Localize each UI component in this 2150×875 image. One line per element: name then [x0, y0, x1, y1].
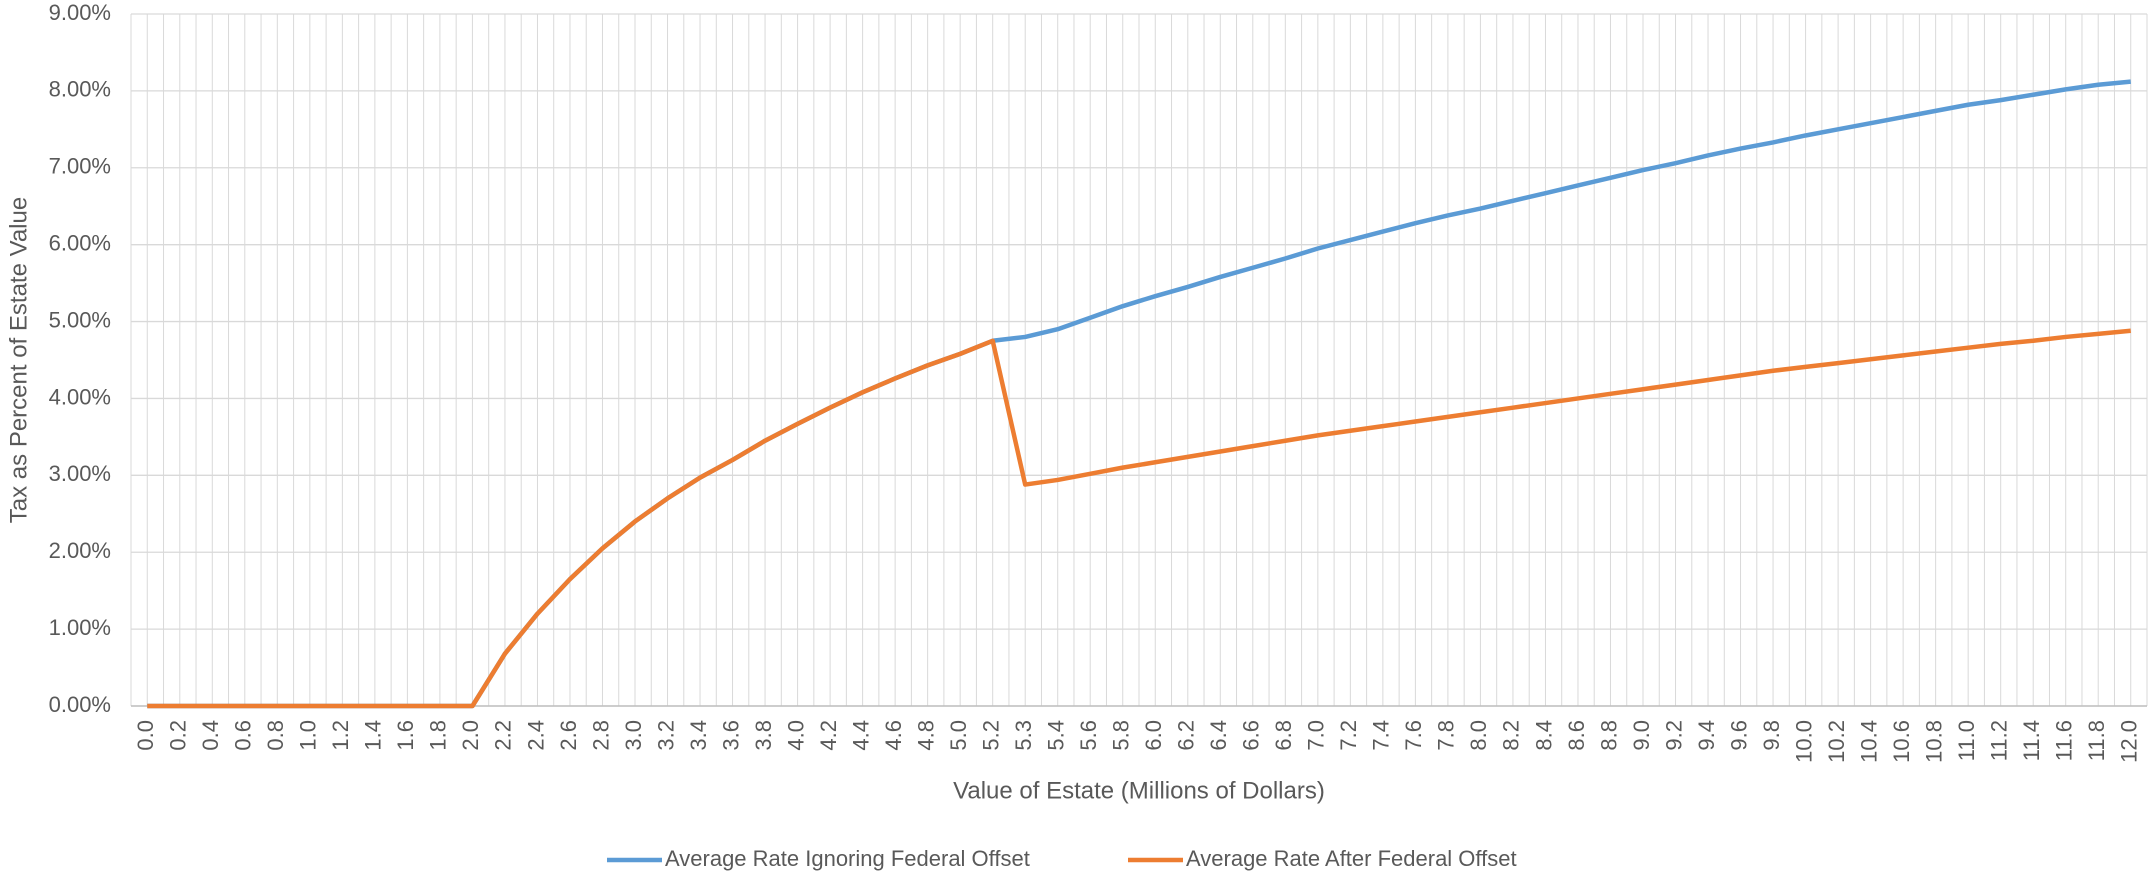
x-tick-label: 1.2 — [328, 720, 353, 751]
x-tick-label: 8.8 — [1596, 720, 1621, 751]
y-tick-label: 9.00% — [49, 0, 111, 25]
x-tick-label: 6.4 — [1206, 720, 1231, 751]
x-tick-label: 11.4 — [2019, 720, 2044, 761]
x-tick-label: 10.8 — [1921, 720, 1946, 763]
y-tick-label: 1.00% — [49, 615, 111, 640]
x-tick-label: 5.4 — [1044, 720, 1069, 751]
x-tick-label: 9.0 — [1629, 720, 1654, 751]
y-tick-label: 8.00% — [49, 77, 111, 102]
x-tick-label: 8.4 — [1531, 720, 1556, 751]
legend-text: Average Rate Ignoring Federal Offset — [665, 846, 1030, 871]
x-tick-label: 10.2 — [1824, 720, 1849, 763]
x-tick-label: 8.6 — [1564, 720, 1589, 751]
x-tick-label: 0.6 — [231, 720, 256, 751]
x-tick-label: 0.0 — [133, 720, 158, 751]
x-tick-label: 1.4 — [361, 720, 386, 751]
x-tick-label: 9.8 — [1759, 720, 1784, 751]
x-tick-label: 4.0 — [783, 720, 808, 751]
x-tick-label: 11.2 — [1986, 720, 2011, 761]
x-tick-label: 5.0 — [946, 720, 971, 751]
y-tick-label: 6.00% — [49, 230, 111, 255]
x-tick-label: 3.8 — [751, 720, 776, 751]
y-tick-label: 5.00% — [49, 307, 111, 332]
x-tick-label: 8.0 — [1466, 720, 1491, 751]
x-tick-label: 7.4 — [1369, 720, 1394, 751]
x-tick-label: 3.0 — [621, 720, 646, 751]
x-tick-label: 11.8 — [2084, 720, 2109, 761]
x-tick-label: 10.0 — [1791, 720, 1816, 763]
y-tick-label: 7.00% — [49, 154, 111, 179]
x-tick-label: 9.2 — [1661, 720, 1686, 751]
x-tick-label: 6.8 — [1271, 720, 1296, 751]
x-tick-label: 3.2 — [653, 720, 678, 751]
x-tick-label: 8.2 — [1499, 720, 1524, 751]
x-tick-label: 3.4 — [686, 720, 711, 751]
x-tick-label: 7.2 — [1336, 720, 1361, 751]
x-tick-label: 3.6 — [718, 720, 743, 751]
y-tick-label: 2.00% — [49, 538, 111, 563]
x-tick-label: 10.4 — [1856, 720, 1881, 763]
x-tick-label: 11.6 — [2052, 720, 2077, 761]
y-tick-label: 3.00% — [49, 461, 111, 486]
x-tick-label: 6.6 — [1239, 720, 1264, 751]
x-tick-label: 6.2 — [1174, 720, 1199, 751]
legend-text: Average Rate After Federal Offset — [1186, 846, 1517, 871]
x-tick-label: 7.0 — [1304, 720, 1329, 751]
x-tick-label: 1.6 — [393, 720, 418, 751]
x-tick-label: 6.0 — [1141, 720, 1166, 751]
x-tick-label: 10.6 — [1889, 720, 1914, 763]
x-tick-label: 9.4 — [1694, 720, 1719, 751]
x-tick-label: 5.2 — [978, 720, 1003, 751]
y-tick-label: 0.00% — [49, 692, 111, 717]
x-tick-label: 4.8 — [913, 720, 938, 751]
x-tick-label: 2.2 — [491, 720, 516, 751]
x-tick-label: 11.0 — [1954, 720, 1979, 761]
x-tick-label: 2.4 — [523, 720, 548, 751]
x-tick-label: 5.6 — [1076, 720, 1101, 751]
x-tick-label: 5.3 — [1011, 720, 1036, 751]
x-tick-label: 2.6 — [556, 720, 581, 751]
x-tick-label: 0.2 — [166, 720, 191, 751]
x-tick-label: 12.0 — [2117, 720, 2142, 763]
x-tick-label: 4.6 — [881, 720, 906, 751]
x-tick-label: 4.4 — [848, 720, 873, 751]
y-tick-label: 4.00% — [49, 384, 111, 409]
x-tick-label: 7.6 — [1401, 720, 1426, 751]
x-tick-label: 0.8 — [263, 720, 288, 751]
x-tick-label: 9.6 — [1726, 720, 1751, 751]
x-tick-label: 1.0 — [296, 720, 321, 751]
y-axis-title: Tax as Percent of Estate Value — [5, 197, 32, 523]
x-axis-title: Value of Estate (Millions of Dollars) — [953, 777, 1325, 804]
x-tick-label: 0.4 — [198, 720, 223, 751]
x-tick-label: 5.8 — [1109, 720, 1134, 751]
x-tick-label: 4.2 — [816, 720, 841, 751]
series-line — [147, 328, 2131, 709]
x-tick-label: 7.8 — [1434, 720, 1459, 751]
x-tick-label: 2.0 — [458, 720, 483, 751]
x-tick-label: 2.8 — [588, 720, 613, 751]
x-tick-label: 1.8 — [426, 720, 451, 751]
